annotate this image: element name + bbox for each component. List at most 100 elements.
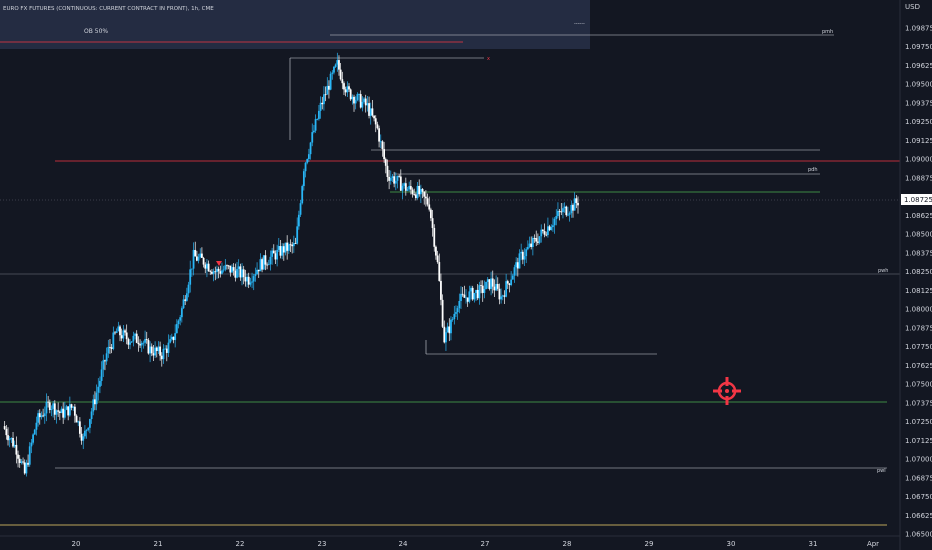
candle-body: [424, 196, 427, 199]
candle-body: [194, 249, 197, 257]
candle-body: [404, 183, 407, 191]
candle-body: [510, 279, 513, 285]
candle-body: [40, 415, 43, 418]
candle-body: [99, 380, 101, 387]
candle-body: [58, 411, 61, 413]
candle-body: [109, 346, 111, 348]
candle-body: [249, 282, 252, 285]
candle-body: [48, 402, 51, 410]
candle-body: [174, 333, 177, 341]
time-tick-label: 28: [563, 540, 572, 548]
candle-body: [545, 234, 548, 236]
candle-body: [262, 255, 265, 270]
candle-body: [416, 185, 419, 199]
candle-body: [229, 265, 232, 273]
candle-body: [184, 299, 187, 301]
candle-body: [456, 308, 459, 313]
candle-body: [160, 355, 163, 360]
candle-body: [428, 204, 431, 210]
price-tick-label: 1.09750: [905, 43, 932, 51]
candle-body: [287, 244, 290, 251]
candle-body: [38, 413, 41, 418]
candle-body: [406, 189, 409, 191]
candle-body: [125, 332, 128, 340]
candle-body: [572, 204, 574, 211]
candle-body: [135, 333, 138, 343]
candle-body: [321, 102, 324, 105]
candle-body: [242, 269, 245, 278]
candle-body: [548, 226, 551, 231]
candle-body: [42, 415, 45, 417]
candle-body: [52, 403, 55, 409]
candle-body: [336, 60, 339, 65]
candle-body: [314, 119, 317, 131]
candle-body: [535, 238, 538, 242]
price-tick-label: 1.06750: [905, 493, 932, 501]
candle-body: [440, 280, 442, 300]
candle-body: [381, 141, 384, 150]
candle-body: [516, 262, 519, 269]
candle-body: [147, 340, 150, 354]
candle-body: [344, 89, 347, 93]
candle-body: [547, 226, 549, 236]
price-tick-label: 1.08250: [905, 268, 932, 276]
candle-body: [217, 268, 220, 272]
candle-body: [436, 255, 439, 263]
candle-body: [431, 218, 434, 228]
candle-body: [119, 326, 121, 336]
candle-body: [471, 287, 474, 300]
candle-body: [204, 264, 207, 269]
candle-body: [488, 279, 491, 289]
price-scale[interactable]: USD 1.09875 1.09750 1.09625 1.09500 1.09375 1…: [899, 0, 932, 550]
candle-body: [236, 268, 238, 278]
candle-body: [50, 408, 53, 410]
candle-body: [137, 342, 140, 345]
candle-body: [281, 246, 284, 256]
candle-body: [394, 180, 397, 184]
candle-body: [567, 214, 569, 216]
candle-body: [306, 159, 309, 163]
ob-zone: [0, 0, 590, 49]
candle-body: [266, 264, 268, 266]
price-tick-label: 1.08875: [905, 174, 932, 182]
candle-body: [164, 348, 167, 350]
candle-body: [73, 406, 76, 416]
candle-body: [254, 274, 257, 277]
candle-body: [521, 251, 524, 260]
candle-body: [533, 238, 536, 239]
currency-label: USD: [905, 3, 920, 11]
time-scale[interactable]: 20 21 22 23 24 27 28 29 30 31 Apr: [0, 535, 900, 548]
candle-body: [304, 162, 307, 172]
candle-body: [187, 284, 190, 294]
candle-body: [318, 110, 320, 119]
candle-body: [234, 270, 237, 278]
candle-body: [237, 266, 240, 269]
candle-body: [286, 242, 289, 251]
candle-body: [45, 401, 48, 414]
candle-body: [142, 342, 145, 344]
candle-body: [239, 266, 242, 278]
candle-body: [110, 347, 113, 349]
time-tick-label: 22: [236, 540, 245, 548]
price-tick-label: 1.09125: [905, 137, 932, 145]
candle-body: [251, 281, 253, 283]
candle-body: [269, 256, 272, 265]
candle-body: [62, 408, 65, 418]
candle-body: [261, 259, 263, 270]
time-tick-label: 31: [809, 540, 818, 548]
candle-body: [301, 186, 304, 204]
candle-body: [15, 444, 18, 455]
candle-body: [339, 69, 342, 80]
candle-body: [134, 333, 136, 336]
candle-body: [481, 285, 484, 293]
candle-body: [140, 342, 143, 346]
candle-body: [480, 285, 482, 286]
candle-body: [247, 276, 250, 285]
time-tick-label: Apr: [867, 540, 879, 548]
time-tick-label: 30: [727, 540, 736, 548]
target-crosshair-icon[interactable]: [713, 377, 741, 405]
candle-body: [401, 185, 404, 191]
candle-body: [12, 437, 14, 447]
